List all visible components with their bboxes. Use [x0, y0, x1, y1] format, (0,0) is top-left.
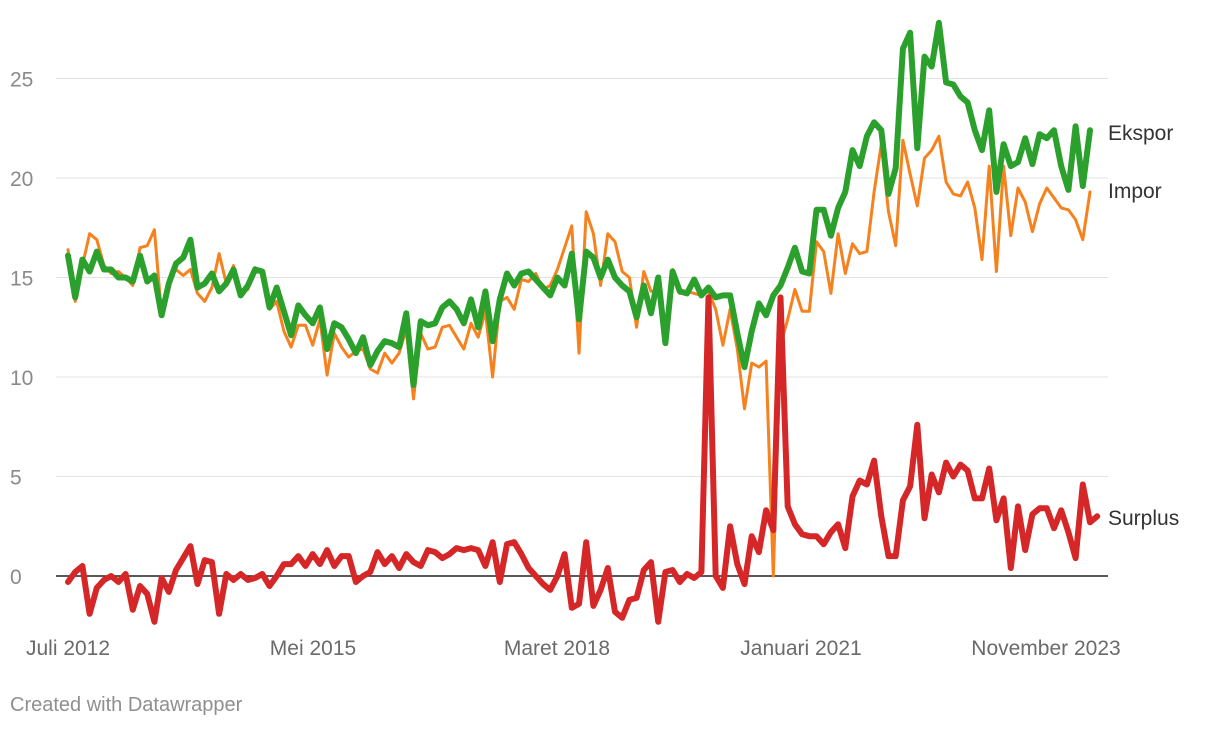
series-line-impor — [66, 134, 1092, 578]
series-labels: Ekspor Impor Surplus — [1108, 122, 1179, 530]
grid-lines — [56, 78, 1108, 577]
series-line-surplus — [65, 294, 1101, 625]
credit-footer: Created with Datawrapper — [10, 694, 243, 716]
x-axis: Juli 2012 Mei 2015 Maret 2018 Januari 2021 N… — [26, 637, 1121, 660]
x-tick-label: Maret 2018 — [504, 637, 610, 660]
x-tick-label: Januari 2021 — [740, 637, 861, 660]
x-tick-label: Mei 2015 — [270, 637, 356, 660]
y-tick-label: 20 — [10, 168, 33, 191]
series-label-impor: Impor — [1108, 180, 1162, 203]
y-tick-label: 25 — [10, 69, 33, 92]
series-label-ekspor: Ekspor — [1108, 122, 1173, 145]
y-tick-label: 15 — [10, 268, 33, 291]
y-tick-label: 10 — [10, 367, 33, 390]
line-chart: 0 5 10 15 20 25 Juli 2012 Mei 2015 Maret 2018 Ja… — [10, 19, 1179, 660]
y-tick-label: 5 — [10, 467, 22, 490]
series-lines — [65, 19, 1101, 625]
y-axis: 0 5 10 15 20 25 — [10, 69, 33, 590]
x-tick-label: Juli 2012 — [26, 637, 110, 660]
y-tick-label: 0 — [10, 566, 22, 589]
series-line-ekspor — [65, 19, 1093, 388]
series-label-surplus: Surplus — [1108, 507, 1179, 530]
x-tick-label: November 2023 — [971, 637, 1120, 660]
